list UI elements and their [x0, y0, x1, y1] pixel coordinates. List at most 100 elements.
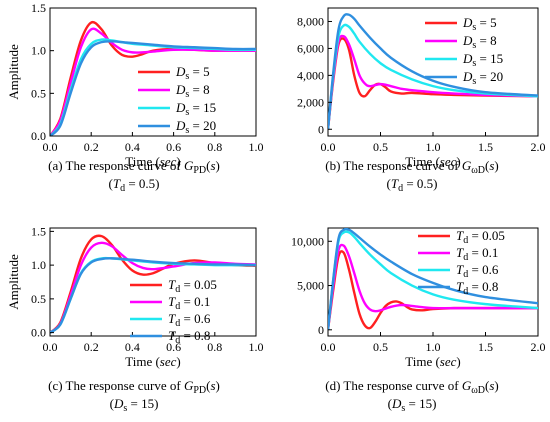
legend-label: Ds = 20: [462, 69, 503, 87]
caption-close: ): [216, 378, 220, 393]
caption-line-1-part: (: [485, 158, 489, 173]
legend-label-part: T: [456, 279, 464, 294]
legend-label: Td = 0.6: [168, 311, 211, 329]
chart-panel-d: 0.0 0.5 1.0 1.5 2.0 0 5,000 10,000 Time (sec) Td …: [291, 227, 546, 414]
series-line-3: [328, 13, 538, 130]
x-tick-label: 0.8: [207, 140, 222, 154]
caption-line-1-part: ωD: [471, 385, 485, 396]
legend-label-part: s: [185, 107, 189, 118]
legend-label-part: = 20: [476, 69, 503, 84]
y-tick-label: 1.5: [31, 1, 46, 15]
x-axis-label-part: sec: [440, 354, 457, 369]
caption-line-2: (Td = 0.5): [387, 176, 438, 194]
legend-label-part: D: [462, 69, 473, 84]
y-axis-label: Amplitude: [6, 254, 21, 310]
y-tick-label: 0.5: [31, 292, 46, 306]
legend-label-part: T: [168, 328, 176, 343]
legend-label: Td = 0.6: [456, 262, 499, 280]
x-tick-label: 1.0: [249, 140, 264, 154]
legend-label-part: T: [456, 262, 464, 277]
y-tick-label: 0: [318, 122, 324, 136]
y-tick-label: 0.0: [31, 326, 46, 340]
x-axis-label-part: Time (: [125, 354, 160, 369]
x-tick-label: 0.2: [84, 140, 99, 154]
caption-close: ): [494, 158, 498, 173]
x-tick-label: 0.6: [166, 140, 181, 154]
y-tick-label: 10,000: [291, 234, 324, 248]
legend-label-part: d: [463, 252, 468, 263]
legend-label-part: D: [175, 100, 186, 115]
x-axis-label-part: sec: [160, 354, 177, 369]
legend-label-part: T: [456, 228, 464, 243]
y-axis-label: Amplitude: [6, 44, 21, 100]
series-line-0: [50, 20, 256, 136]
legend-label-part: D: [462, 33, 473, 48]
y-tick-label: 5,000: [297, 279, 324, 293]
caption-line-2-part: = 0.5): [125, 176, 159, 191]
series-line-1: [328, 34, 538, 130]
x-tick-label: 2.0: [531, 140, 546, 154]
legend-label-part: D: [175, 64, 186, 79]
legend-label-part: = 15: [476, 51, 503, 66]
x-tick-label: 0.0: [321, 140, 336, 154]
x-tick-label: 1.5: [478, 140, 493, 154]
legend-label-part: = 5: [476, 15, 496, 30]
x-tick-label: 0.0: [43, 140, 58, 154]
y-tick-label: 0.5: [31, 86, 46, 100]
caption-line-2-part: (: [387, 176, 391, 191]
y-tick-label: 1.5: [31, 224, 46, 238]
caption-line-2-part: d: [398, 183, 403, 194]
caption-line-1-part: ωD: [471, 165, 485, 176]
legend-label-part: = 0.05: [180, 277, 217, 292]
x-tick-label: 0.6: [166, 340, 181, 354]
x-tick-label: 0.5: [373, 340, 388, 354]
legend-label: Ds = 15: [462, 51, 503, 69]
legend-label: Ds = 15: [175, 100, 216, 118]
legend-label-part: s: [472, 58, 476, 69]
series-line-2: [50, 38, 256, 136]
legend-label-part: = 20: [189, 118, 216, 133]
x-tick-label: 0.0: [43, 340, 58, 354]
caption-line-2-part: s: [123, 403, 127, 414]
caption-line-2-part: (: [388, 396, 392, 411]
caption-var: T: [113, 176, 121, 191]
chart-panel-a: 0.0 0.2 0.4 0.6 0.8 1.0 0.0 0.5 1.0 1.5 Amplitude T…: [6, 1, 264, 194]
legend-label-part: = 15: [189, 100, 216, 115]
x-axis-label-part: Time (: [405, 354, 440, 369]
legend-label-part: = 0.8: [180, 328, 210, 343]
x-tick-label: 0.2: [84, 340, 99, 354]
x-axis-label-part: Time (: [125, 154, 160, 169]
caption-line-2: (Td = 0.5): [109, 176, 160, 194]
legend-label: Ds = 5: [175, 64, 210, 82]
caption-G: G: [462, 158, 472, 173]
x-axis-label-part: sec: [160, 154, 177, 169]
series-line-1: [50, 27, 256, 136]
caption-line-1-part: (d) The response curve of: [325, 378, 462, 393]
x-axis-label: Time (sec): [405, 354, 461, 369]
caption-s: s: [489, 158, 494, 173]
caption-line-2: (Ds = 15): [388, 396, 437, 414]
legend-label-part: d: [463, 269, 468, 280]
x-tick-label: 1.0: [426, 340, 441, 354]
legend-label-part: = 8: [189, 82, 209, 97]
legend-label-part: D: [462, 15, 473, 30]
legend-label: Td = 0.05: [168, 277, 217, 295]
caption-var: T: [391, 176, 399, 191]
legend-label-part: s: [472, 40, 476, 51]
chart-panel-c: 0.0 0.2 0.4 0.6 0.8 1.0 0.0 0.5 1.0 1.5 Amplitude T…: [6, 224, 264, 414]
legend-label-part: T: [456, 245, 464, 260]
legend-label-part: = 5: [189, 64, 209, 79]
series-line-2: [328, 23, 538, 130]
x-axis-label-part: Time (: [405, 154, 440, 169]
legend-label-part: D: [175, 118, 186, 133]
caption-close: ): [494, 378, 498, 393]
caption-line-1-part: PD: [193, 385, 206, 396]
legend-label-part: d: [175, 335, 180, 346]
legend-label-part: = 0.1: [180, 294, 210, 309]
caption-line-2: (Ds = 15): [110, 396, 159, 414]
caption-line-1-part: (c) The response curve of: [48, 378, 184, 393]
legend-label-part: = 0.6: [468, 262, 499, 277]
legend-label: Td = 0.05: [456, 228, 505, 246]
legend-label-part: = 8: [476, 33, 496, 48]
caption-close: ): [216, 158, 220, 173]
